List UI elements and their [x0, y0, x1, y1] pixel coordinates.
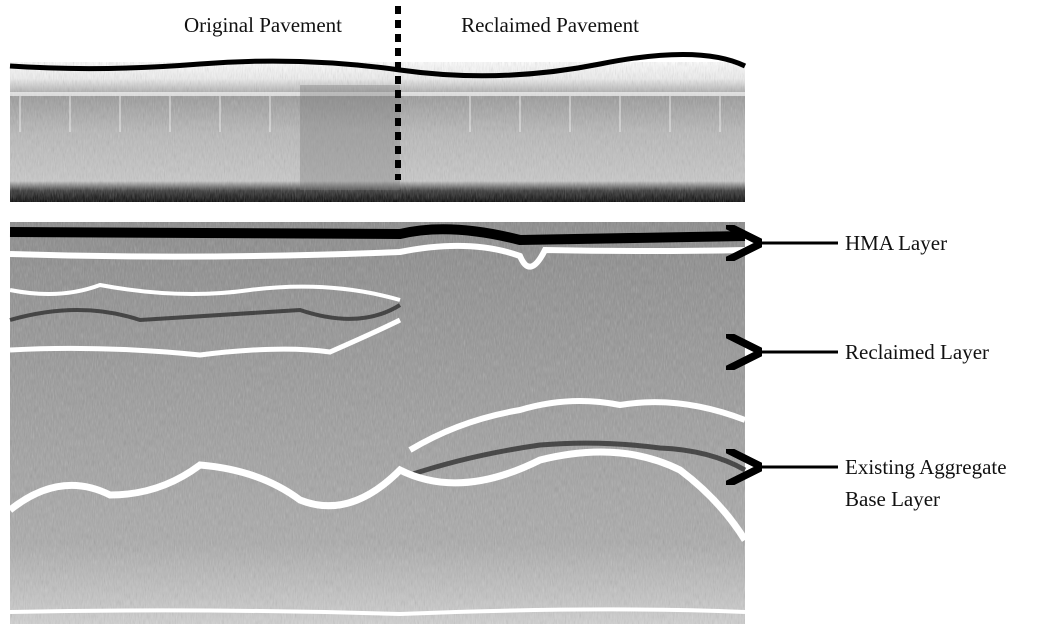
arrows [756, 243, 838, 467]
header-label: Original Pavement [184, 13, 342, 37]
top-scan [9, 51, 747, 202]
annotation: Base Layer [845, 487, 940, 511]
bottom-scan [7, 222, 748, 624]
annotation: HMA Layer [845, 231, 947, 255]
header-label: Reclaimed Pavement [461, 13, 639, 37]
annotation: Reclaimed Layer [845, 340, 989, 364]
annotation: Existing Aggregate [845, 455, 1007, 479]
